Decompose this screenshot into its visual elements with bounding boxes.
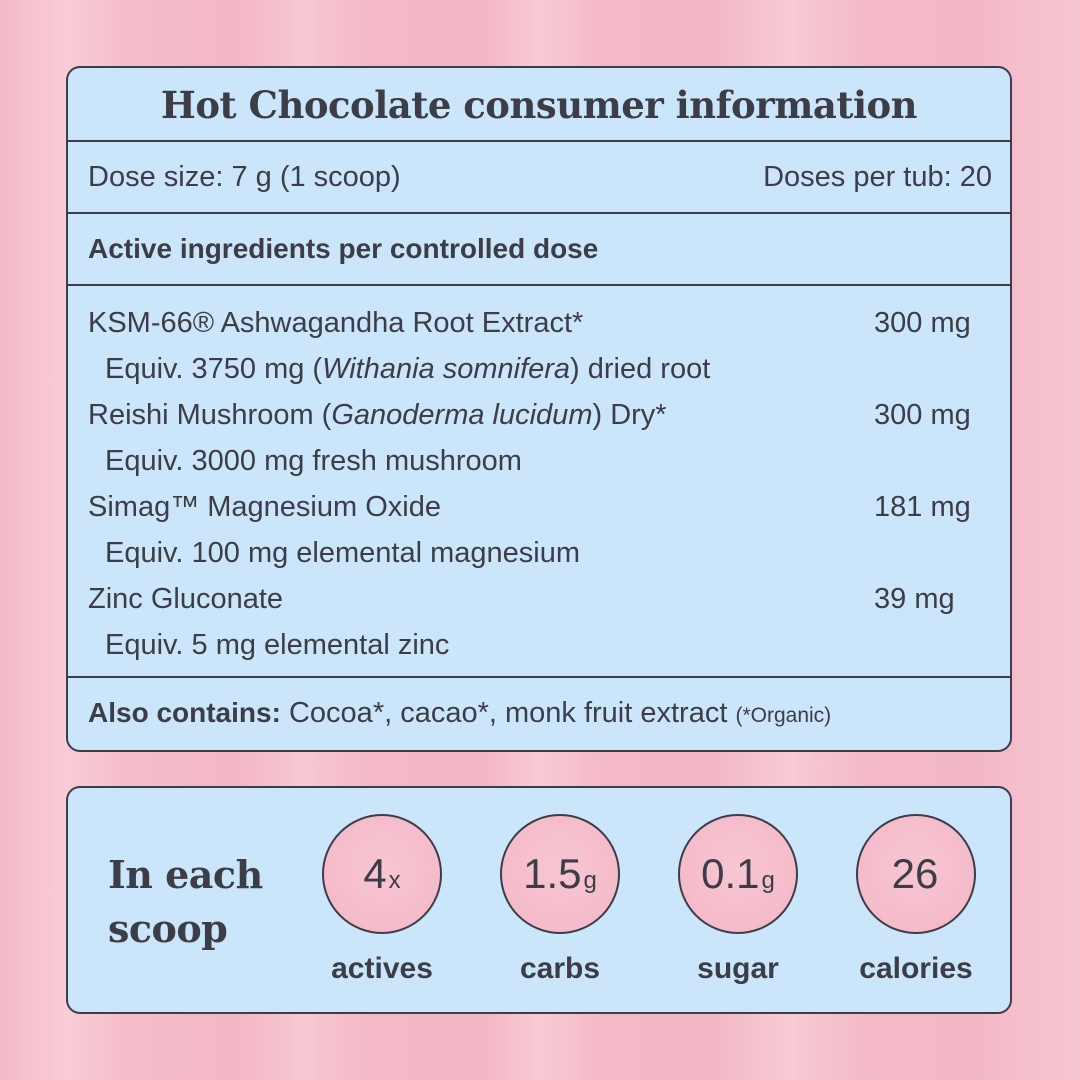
- stat-unit: x: [388, 867, 401, 894]
- stat-carbs: 1.5 g carbs: [480, 814, 640, 986]
- name-text: ) Dry*: [592, 399, 667, 431]
- ingredient-amount: 39 mg: [874, 583, 955, 615]
- equiv-text: Equiv. 3000 mg fresh mushroom: [105, 445, 522, 477]
- stat-label: carbs: [519, 952, 601, 985]
- stat-unit: g: [583, 867, 597, 894]
- ingredient-zinc: Zinc Gluconate 39 mg: [88, 576, 992, 622]
- equiv-text: Equiv. 5 mg elemental zinc: [105, 629, 450, 661]
- label-line: scoop: [108, 906, 228, 951]
- ingredient-equivalent: Equiv. 3750 mg (Withania somnifera) drie…: [88, 346, 992, 392]
- ingredient-amount: 300 mg: [874, 399, 971, 431]
- per-scoop-label: In each scoop: [108, 848, 263, 956]
- stat-value: 1.5: [523, 850, 582, 897]
- ingredients-list: KSM-66® Ashwagandha Root Extract* 300 mg…: [68, 286, 1010, 678]
- stat-label: sugar: [697, 952, 779, 985]
- ingredient-name: Simag™ Magnesium Oxide: [88, 491, 441, 523]
- latin-name: Withania somnifera: [322, 353, 571, 385]
- stat-label: actives: [331, 952, 433, 985]
- stat-circle: 1.5 g: [500, 814, 620, 934]
- ingredient-ashwagandha: KSM-66® Ashwagandha Root Extract* 300 mg: [88, 300, 992, 346]
- panel-title: Hot Chocolate consumer information: [68, 68, 1010, 142]
- also-contains-row: Also contains: Cocoa*, cacao*, monk frui…: [68, 678, 1010, 748]
- equiv-text: ) dried root: [570, 353, 711, 385]
- equiv-text: Equiv. 100 mg elemental magnesium: [105, 537, 580, 569]
- stat-value: 26: [891, 850, 939, 897]
- equiv-text: Equiv. 3750 mg (: [105, 353, 323, 385]
- also-contains-label: Also contains:: [88, 697, 281, 728]
- stat-circle: 26: [856, 814, 976, 934]
- ingredient-name: Zinc Gluconate: [88, 583, 284, 615]
- stat-value: 0.1: [701, 850, 760, 897]
- ingredient-reishi: Reishi Mushroom (Ganoderma lucidum) Dry*…: [88, 392, 992, 438]
- ingredient-equivalent: Equiv. 100 mg elemental magnesium: [88, 530, 992, 576]
- ingredient-equivalent: Equiv. 5 mg elemental zinc: [88, 622, 992, 668]
- ingredient-name: Reishi Mushroom (Ganoderma lucidum) Dry*: [88, 392, 667, 438]
- stat-value: 4: [363, 850, 387, 897]
- also-contains-text: Cocoa*, cacao*, monk fruit extract: [288, 697, 728, 729]
- name-text: Reishi Mushroom (: [88, 399, 332, 431]
- label-line: In each: [108, 852, 263, 897]
- ingredient-equivalent: Equiv. 3000 mg fresh mushroom: [88, 438, 992, 484]
- stat-calories: 26 calories: [836, 814, 996, 986]
- ingredient-name: KSM-66® Ashwagandha Root Extract*: [88, 307, 584, 339]
- active-ingredients-heading: Active ingredients per controlled dose: [68, 214, 1010, 286]
- ingredient-amount: 300 mg: [874, 307, 971, 339]
- stat-unit: g: [761, 867, 775, 894]
- dose-size: Dose size: 7 g (1 scoop): [88, 160, 401, 193]
- stat-label: calories: [859, 952, 973, 985]
- ingredient-magnesium: Simag™ Magnesium Oxide 181 mg: [88, 484, 992, 530]
- stat-sugar: 0.1 g sugar: [658, 814, 818, 986]
- doses-per-tub: Doses per tub: 20: [763, 160, 992, 193]
- dose-row: Dose size: 7 g (1 scoop) Doses per tub: …: [68, 142, 1010, 214]
- consumer-info-panel: Hot Chocolate consumer information Dose …: [66, 66, 1012, 752]
- latin-name: Ganoderma lucidum: [331, 399, 593, 431]
- organic-note: (*Organic): [735, 704, 832, 727]
- stat-circle: 0.1 g: [678, 814, 798, 934]
- ingredient-amount: 181 mg: [874, 491, 971, 523]
